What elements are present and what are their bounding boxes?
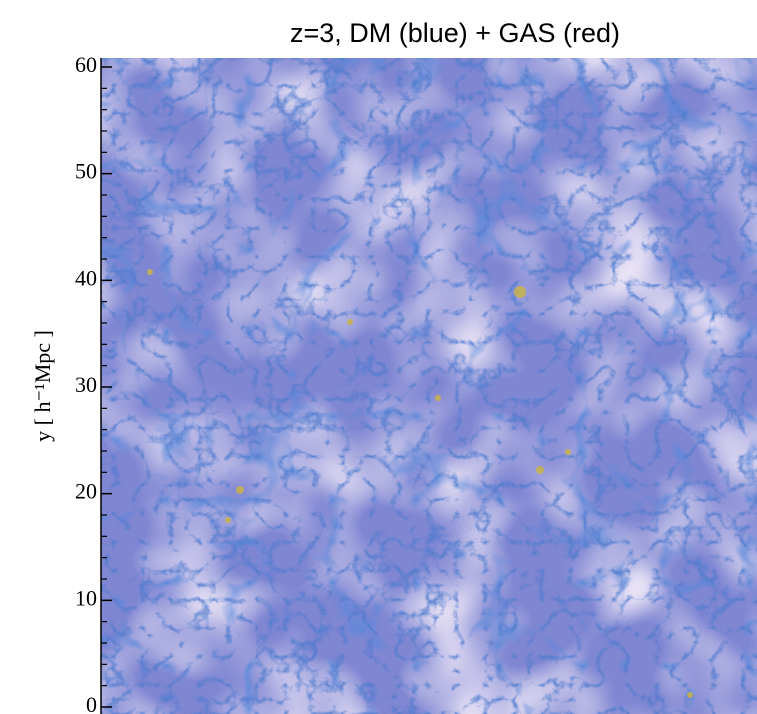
y-tick-label: 20	[75, 479, 97, 504]
chart: z=3, DM (blue) + GAS (red) y [ h⁻¹Mpc ] …	[0, 0, 757, 714]
y-tick-label: 50	[75, 159, 97, 184]
y-tick-label: 30	[75, 372, 97, 397]
y-tick-label: 10	[75, 585, 97, 610]
y-tick-label: 0	[86, 692, 97, 714]
y-axis-label: y [ h⁻¹Mpc ]	[30, 330, 55, 442]
simulation-image	[101, 58, 757, 714]
chart-title: z=3, DM (blue) + GAS (red)	[290, 18, 620, 48]
y-tick-label: 60	[75, 52, 97, 77]
y-tick-label: 40	[75, 265, 97, 290]
